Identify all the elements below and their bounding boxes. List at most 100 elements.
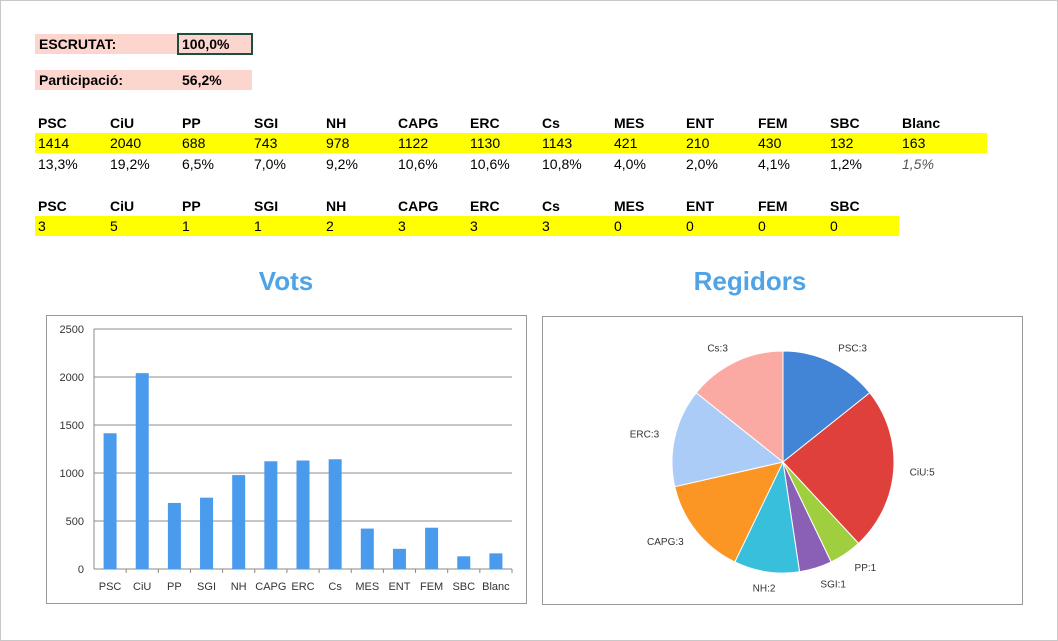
vote-count-cell[interactable]: 1143 [542, 135, 573, 151]
bar-ent[interactable] [392, 548, 406, 569]
vote-percent-cell[interactable]: 19,2% [110, 156, 150, 172]
x-tick-label: MES [355, 581, 379, 593]
bar-sgi[interactable] [200, 497, 214, 569]
escrutat-label[interactable]: ESCRUTAT: [35, 34, 180, 54]
vote-count-cell[interactable]: 163 [902, 135, 926, 151]
participacio-value-cell[interactable]: 56,2% [178, 70, 252, 90]
seat-count-cell[interactable]: 1 [254, 218, 262, 234]
seat-count-cell[interactable]: 0 [614, 218, 622, 234]
pie-chart: PSC:3 CiU:5 PP:1 SGI:1 NH:2 CAPG:3 ERC:3 Cs:3 [630, 344, 935, 595]
seat-count-cell[interactable]: 3 [470, 218, 478, 234]
vote-percent-cell[interactable]: 2,0% [686, 156, 718, 172]
seat-header-cell[interactable]: NH [326, 198, 347, 214]
bar-chart-title: Vots [258, 266, 314, 296]
vote-header-cell[interactable]: PP [182, 115, 201, 131]
votes-row-highlight [35, 133, 987, 153]
vote-percent-cell[interactable]: 4,0% [614, 156, 646, 172]
vote-count-cell[interactable]: 688 [182, 135, 206, 151]
bar-fem[interactable] [425, 527, 439, 569]
bar-ciu[interactable] [135, 373, 149, 569]
vote-header-cell[interactable]: Blanc [902, 115, 941, 131]
bar-pp[interactable] [167, 502, 181, 569]
vote-percent-cell[interactable]: 10,6% [470, 156, 510, 172]
vote-header-cell[interactable]: SGI [254, 115, 279, 131]
vote-percent-cell[interactable]: 1,5% [902, 156, 934, 172]
seat-count-cell[interactable]: 3 [398, 218, 406, 234]
pie-slice-erc[interactable] [671, 392, 785, 488]
seat-count-cell[interactable]: 3 [542, 218, 550, 234]
vote-header-cell[interactable]: NH [326, 115, 347, 131]
vote-header-cell[interactable]: FEM [758, 115, 788, 131]
vote-count-cell[interactable]: 1414 [38, 135, 70, 151]
y-tick-label: 1000 [60, 468, 84, 480]
vote-percent-cell[interactable]: 9,2% [326, 156, 358, 172]
vote-header-cell[interactable]: MES [614, 115, 645, 131]
seat-header-cell[interactable]: PP [182, 198, 201, 214]
bar-capg[interactable] [264, 461, 278, 569]
vote-count-cell[interactable]: 210 [686, 135, 710, 151]
pie-chart-area[interactable]: PSC:3 CiU:5 PP:1 SGI:1 NH:2 CAPG:3 ERC:3 Cs:3 [542, 316, 1023, 605]
vote-count-cell[interactable]: 421 [614, 135, 638, 151]
pie-label: SGI:1 [820, 579, 846, 590]
x-tick-label: Blanc [482, 581, 510, 593]
vote-percent-cell[interactable]: 1,2% [830, 156, 862, 172]
bar-psc[interactable] [103, 433, 117, 569]
bar-nh[interactable] [232, 475, 246, 569]
seat-header-cell[interactable]: SGI [254, 198, 279, 214]
seat-count-cell[interactable]: 0 [758, 218, 766, 234]
y-tick-label: 500 [66, 516, 84, 528]
vote-header-cell[interactable]: ERC [470, 115, 500, 131]
vote-percent-cell[interactable]: 4,1% [758, 156, 790, 172]
seat-header-cell[interactable]: CAPG [398, 198, 439, 214]
seat-count-cell[interactable]: 0 [686, 218, 694, 234]
seat-header-cell[interactable]: ERC [470, 198, 500, 214]
bar-chart: 0 500 1000 1500 2000 2500 PSC CiU PP SGI NH CAPG ERC… [60, 324, 513, 593]
vote-header-cell[interactable]: Cs [542, 115, 560, 131]
pie-chart-title: Regidors [693, 266, 807, 296]
vote-count-cell[interactable]: 2040 [110, 135, 142, 151]
bar-erc[interactable] [296, 460, 310, 569]
seat-header-cell[interactable]: MES [614, 198, 645, 214]
bar-cs[interactable] [328, 459, 342, 569]
seat-count-cell[interactable]: 3 [38, 218, 46, 234]
vote-header-cell[interactable]: CAPG [398, 115, 439, 131]
vote-count-cell[interactable]: 1130 [470, 135, 501, 151]
pie-slice-psc[interactable] [782, 350, 871, 464]
vote-percent-cell[interactable]: 10,8% [542, 156, 582, 172]
seat-header-cell[interactable]: PSC [38, 198, 67, 214]
participacio-label[interactable]: Participació: [35, 70, 180, 90]
vote-percent-cell[interactable]: 13,3% [38, 156, 78, 172]
seat-header-cell[interactable]: ENT [686, 198, 714, 214]
vote-header-cell[interactable]: ENT [686, 115, 714, 131]
seat-count-cell[interactable]: 2 [326, 218, 334, 234]
seat-header-cell[interactable]: FEM [758, 198, 788, 214]
vote-header-cell[interactable]: CiU [110, 115, 135, 131]
pie-slice-capg[interactable] [674, 461, 784, 563]
vote-header-cell[interactable]: SBC [830, 115, 860, 131]
vote-header-cell[interactable]: PSC [38, 115, 67, 131]
seat-header-cell[interactable]: SBC [830, 198, 860, 214]
pie-slice-ciu[interactable] [782, 392, 895, 545]
pie-slice-cs[interactable] [695, 350, 784, 464]
seat-count-cell[interactable]: 5 [110, 218, 118, 234]
seat-header-cell[interactable]: CiU [110, 198, 135, 214]
vote-count-cell[interactable]: 978 [326, 135, 350, 151]
seat-header-cell[interactable]: Cs [542, 198, 560, 214]
bar-chart-area[interactable]: 0 500 1000 1500 2000 2500 PSC CiU PP SGI NH CAPG ERC… [46, 315, 527, 604]
y-tick-label: 1500 [60, 420, 84, 432]
bar-mes[interactable] [360, 528, 374, 569]
vote-percent-cell[interactable]: 7,0% [254, 156, 286, 172]
vote-count-cell[interactable]: 743 [254, 135, 278, 151]
vote-count-cell[interactable]: 1122 [398, 135, 429, 151]
vote-percent-cell[interactable]: 10,6% [398, 156, 438, 172]
seat-count-cell[interactable]: 0 [830, 218, 838, 234]
x-tick-label: CAPG [255, 581, 286, 593]
escrutat-value-cell[interactable]: 100,0% [177, 33, 253, 55]
seat-count-cell[interactable]: 1 [182, 218, 190, 234]
bar-sbc[interactable] [457, 556, 471, 569]
bar-blanc[interactable] [489, 553, 503, 569]
vote-count-cell[interactable]: 430 [758, 135, 782, 151]
pie-label: CAPG:3 [647, 537, 684, 548]
vote-percent-cell[interactable]: 6,5% [182, 156, 214, 172]
vote-count-cell[interactable]: 132 [830, 135, 854, 151]
